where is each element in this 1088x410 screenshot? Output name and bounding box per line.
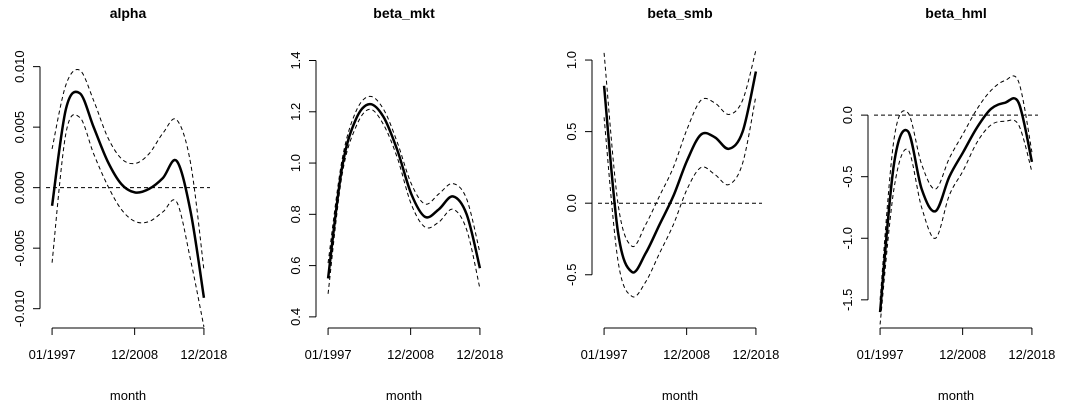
- y-tick-label: 0.0: [840, 106, 855, 124]
- y-tick-label: 1.4: [288, 51, 303, 69]
- band-line: [603, 95, 757, 298]
- band-line: [327, 95, 481, 264]
- x-tick-label: 01/1997: [305, 347, 352, 362]
- panel-title: beta_mkt: [373, 5, 435, 21]
- x-tick-label: 01/1997: [581, 347, 628, 362]
- x-axis-label: month: [938, 388, 974, 403]
- band-line: [879, 75, 1033, 300]
- x-tick-label: 12/2018: [180, 347, 227, 362]
- y-tick-label: -1.0: [840, 227, 855, 249]
- x-axis-label: month: [110, 388, 146, 403]
- x-tick-label: 12/2018: [732, 347, 779, 362]
- y-tick-label: -0.5: [840, 165, 855, 187]
- x-tick-label: 01/1997: [29, 347, 76, 362]
- x-tick-label: 12/2008: [387, 347, 434, 362]
- x-tick-label: 12/2008: [111, 347, 158, 362]
- panel-title: alpha: [110, 5, 147, 21]
- y-tick-label: -0.010: [12, 290, 27, 327]
- y-tick-label: 0.010: [12, 50, 27, 83]
- x-tick-label: 12/2008: [663, 347, 710, 362]
- y-tick-label: -1.5: [840, 289, 855, 311]
- y-tick-label: 0.6: [288, 257, 303, 275]
- y-tick-label: 1.0: [288, 154, 303, 172]
- y-tick-label: 1.2: [288, 103, 303, 121]
- x-axis-label: month: [662, 388, 698, 403]
- estimate-line: [326, 102, 482, 279]
- estimate-line: [878, 96, 1034, 313]
- panel-title: beta_smb: [647, 5, 712, 21]
- band-line: [327, 108, 481, 294]
- y-tick-label: 0.8: [288, 205, 303, 223]
- y-tick-label: 0.000: [12, 171, 27, 204]
- panel: alpha month 01/1997 12/2008 12/2018 -0.010 -0.…: [12, 5, 227, 403]
- band-line: [51, 114, 205, 327]
- y-tick-label: 0.005: [12, 111, 27, 144]
- y-tick-label: 0.4: [288, 308, 303, 326]
- band-line: [879, 119, 1033, 325]
- band-line: [603, 49, 757, 248]
- estimate-line: [602, 71, 758, 274]
- y-tick-label: 1.0: [564, 51, 579, 69]
- x-tick-label: 01/1997: [857, 347, 904, 362]
- x-tick-label: 12/2008: [939, 347, 986, 362]
- x-tick-label: 12/2018: [1008, 347, 1055, 362]
- band-line: [51, 69, 205, 271]
- panel-title: beta_hml: [925, 5, 986, 21]
- y-tick-label: -0.005: [12, 230, 27, 267]
- y-tick-label: 0.0: [564, 194, 579, 212]
- x-axis-label: month: [386, 388, 422, 403]
- estimate-line: [50, 90, 206, 298]
- y-tick-label: -0.5: [564, 264, 579, 286]
- y-tick-label: 0.5: [564, 123, 579, 141]
- x-tick-label: 12/2018: [456, 347, 503, 362]
